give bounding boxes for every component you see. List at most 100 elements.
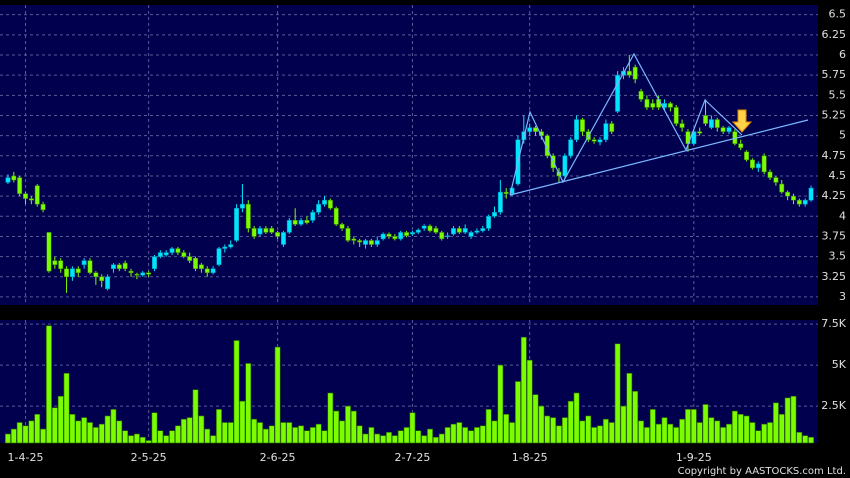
candle-body bbox=[409, 232, 415, 235]
volume-bar bbox=[81, 417, 88, 444]
y-tick-label: 6 bbox=[839, 48, 846, 61]
y-tick-label: 5.75 bbox=[822, 68, 847, 81]
volume-bar bbox=[515, 381, 521, 444]
volume-bar bbox=[673, 427, 680, 444]
candle-body bbox=[128, 270, 134, 273]
candle-body bbox=[802, 199, 808, 205]
x-tick-label: 1-8-25 bbox=[512, 451, 548, 464]
volume-bar bbox=[685, 409, 691, 444]
candle-body bbox=[327, 199, 333, 209]
candle-body bbox=[779, 183, 785, 193]
volume-bar bbox=[526, 359, 533, 444]
candle-body bbox=[339, 224, 345, 229]
x-tick-label: 1-4-25 bbox=[8, 451, 44, 464]
candle-body bbox=[697, 131, 703, 134]
volume-bar bbox=[761, 423, 768, 444]
volume-bar bbox=[737, 413, 744, 444]
volume-bar bbox=[69, 413, 76, 444]
volume-bar bbox=[538, 405, 545, 444]
candle-body bbox=[486, 216, 492, 229]
y-tick-label: 6.25 bbox=[822, 28, 847, 41]
y-tick-label: 4 bbox=[839, 209, 846, 222]
x-tick-label: 2-5-25 bbox=[131, 451, 167, 464]
volume-bar bbox=[649, 409, 656, 444]
arrow-marker bbox=[731, 109, 753, 133]
candle-body bbox=[105, 276, 111, 290]
volume-bar bbox=[245, 363, 252, 444]
volume-bar bbox=[210, 435, 217, 444]
candle-body bbox=[527, 127, 533, 132]
y-tick-label: 2.5K bbox=[821, 399, 846, 412]
volume-bar bbox=[403, 427, 410, 444]
volume-bar bbox=[802, 435, 809, 444]
volume-bar bbox=[345, 405, 351, 444]
volume-bar bbox=[597, 425, 603, 444]
candle-body bbox=[157, 252, 163, 257]
candle-body bbox=[310, 212, 316, 221]
volume-bar bbox=[380, 435, 387, 444]
candle-body bbox=[615, 74, 621, 112]
candle-body bbox=[468, 232, 474, 237]
volume-bar bbox=[608, 422, 615, 444]
candle-body bbox=[796, 199, 802, 205]
candle-body bbox=[69, 268, 75, 278]
volume-bar bbox=[163, 435, 170, 444]
candle-body bbox=[304, 220, 310, 223]
candle-body bbox=[808, 187, 814, 201]
volume-bar bbox=[655, 423, 662, 444]
volume-bar bbox=[573, 392, 580, 444]
candle-body bbox=[52, 260, 58, 265]
volume-bar bbox=[626, 372, 633, 444]
volume-bar bbox=[696, 422, 703, 444]
candle-body bbox=[708, 119, 714, 128]
price-layer: 3 3.25 3.5 3.75 4 4.25 4.5 4.75 5 5.25 5.5 5.75 6 6.2… bbox=[0, 5, 846, 305]
candle-body bbox=[122, 262, 128, 269]
candle-body bbox=[111, 264, 116, 269]
candle-body bbox=[216, 248, 222, 265]
volume-bar bbox=[268, 425, 275, 444]
volume-bar bbox=[556, 425, 562, 444]
candle-body bbox=[374, 240, 380, 245]
candle-body bbox=[286, 220, 292, 233]
volume-bar bbox=[227, 422, 234, 444]
candle-body bbox=[398, 232, 404, 240]
volume-bar bbox=[257, 422, 263, 444]
volume-bar bbox=[34, 413, 41, 444]
candle-body bbox=[298, 220, 304, 225]
x-tick-label: 1-9-25 bbox=[676, 451, 712, 464]
y-tick-label: 3.5 bbox=[829, 250, 847, 263]
volume-bar bbox=[532, 394, 539, 444]
candle-body bbox=[380, 233, 386, 240]
candle-body bbox=[263, 228, 269, 233]
candle-body bbox=[34, 185, 40, 205]
candle-body bbox=[761, 155, 767, 173]
candle-body bbox=[23, 193, 28, 199]
volume-bar bbox=[415, 430, 422, 444]
candle-body bbox=[251, 228, 257, 237]
volume-bar bbox=[509, 422, 515, 444]
candle-body bbox=[245, 203, 251, 229]
volume-bar bbox=[427, 428, 433, 444]
candle-body bbox=[474, 230, 480, 233]
candle-body bbox=[720, 127, 726, 132]
volume-bar bbox=[16, 422, 23, 444]
candle-body bbox=[439, 232, 445, 240]
candle-body bbox=[363, 240, 368, 245]
volume-bar bbox=[298, 425, 304, 444]
candle-body bbox=[480, 228, 486, 232]
volume-bar bbox=[292, 427, 299, 444]
candle-body bbox=[357, 240, 363, 243]
volume-bar bbox=[309, 427, 316, 444]
volume-bar bbox=[602, 418, 609, 444]
annotations bbox=[509, 52, 809, 196]
candle-body bbox=[140, 272, 146, 276]
candle-body bbox=[333, 207, 339, 225]
copyright: Copyright by AASTOCKS.com Ltd. bbox=[678, 466, 846, 477]
volume-bar bbox=[731, 410, 738, 444]
volume-bar bbox=[221, 422, 228, 444]
volume-bar bbox=[198, 415, 205, 444]
volume-bar bbox=[356, 425, 363, 444]
volume-bar bbox=[726, 423, 732, 444]
candle-body bbox=[638, 91, 644, 100]
